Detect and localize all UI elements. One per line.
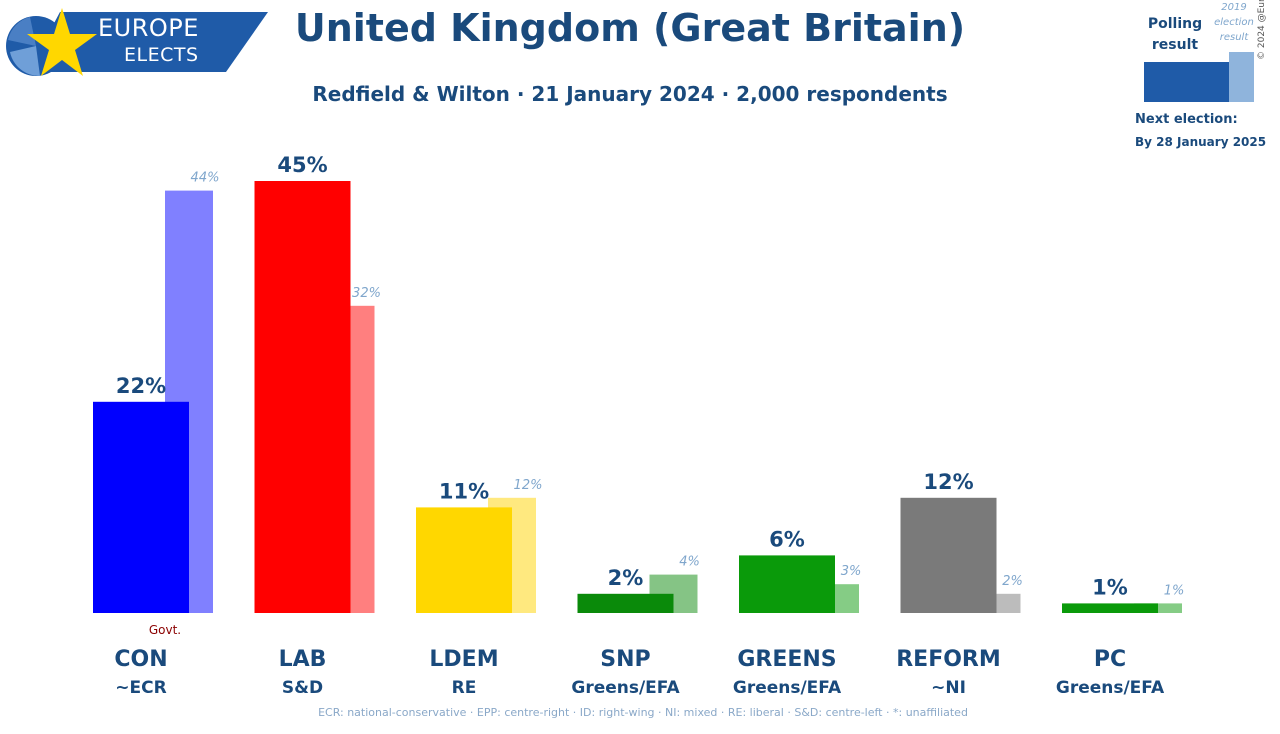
value-label-2019-lab: 32%: [352, 286, 381, 301]
bar-poll-greens: [739, 555, 835, 613]
category-label-lab: LAB: [279, 647, 327, 672]
value-label-poll-greens: 6%: [769, 527, 805, 551]
value-label-2019-ldem: 12%: [514, 478, 543, 493]
logo-graphic: [6, 8, 268, 77]
bar-poll-ldem: [416, 507, 512, 613]
logo-line2: ELECTS: [124, 44, 199, 66]
chart-title: United Kingdom (Great Britain): [294, 6, 966, 50]
category-label-con: CON: [114, 647, 167, 672]
group-label-ldem: RE: [452, 678, 477, 698]
group-label-greens: Greens/EFA: [733, 678, 842, 698]
next-election-label: Next election:: [1135, 112, 1238, 127]
group-label-lab: S&D: [282, 678, 323, 698]
legend-previous-swatch: [1229, 52, 1254, 102]
value-label-2019-snp: 4%: [679, 555, 700, 570]
bar-poll-snp: [577, 593, 674, 613]
value-label-2019-con: 44%: [191, 171, 220, 186]
chart-subtitle: Redfield & Wilton · 21 January 2024 · 2,…: [312, 82, 948, 106]
value-label-poll-reform: 12%: [923, 470, 973, 494]
copyright-text: © 2024 @EuropeElects: [1257, 0, 1267, 60]
group-label-con: ~ECR: [115, 678, 166, 698]
legend-polling-label: Polling result: [1147, 16, 1203, 53]
value-label-poll-snp: 2%: [608, 566, 644, 590]
logo-line1: EUROPE: [98, 14, 199, 42]
value-label-2019-greens: 3%: [841, 564, 862, 579]
star-icon: [27, 8, 97, 76]
bar-poll-lab: [254, 181, 351, 613]
value-label-2019-reform: 2%: [1002, 574, 1023, 589]
legend-polling-swatch: [1144, 62, 1229, 102]
category-label-pc: PC: [1094, 647, 1126, 672]
note-label-con: Govt.: [149, 623, 181, 637]
category-label-ldem: LDEM: [429, 647, 498, 672]
group-label-snp: Greens/EFA: [571, 678, 680, 698]
legend-previous-label: 2019 election result: [1214, 2, 1254, 43]
bar-chart: 22% 44% CON ~ECR Govt. 45% 32% LAB S&D 11% 12% LDEM…: [93, 153, 1185, 698]
footnote: ECR: national-conservative · EPP: centre…: [318, 706, 968, 719]
value-label-2019-pc: 1%: [1164, 583, 1185, 598]
value-label-poll-pc: 1%: [1092, 575, 1128, 599]
value-label-poll-con: 22%: [116, 374, 166, 398]
bar-poll-con: [93, 401, 189, 613]
category-label-snp: SNP: [600, 647, 650, 672]
value-label-poll-lab: 45%: [277, 153, 327, 177]
category-label-greens: GREENS: [737, 647, 836, 672]
next-election-date: By 28 January 2025: [1135, 135, 1267, 149]
bar-poll-pc: [1062, 603, 1158, 613]
bar-poll-reform: [900, 497, 997, 613]
group-label-pc: Greens/EFA: [1056, 678, 1165, 698]
group-label-reform: ~NI: [931, 678, 966, 698]
category-label-reform: REFORM: [896, 647, 1001, 672]
europe-elects-logo: EUROPE ELECTS: [0, 0, 270, 80]
value-label-poll-ldem: 11%: [439, 479, 489, 503]
